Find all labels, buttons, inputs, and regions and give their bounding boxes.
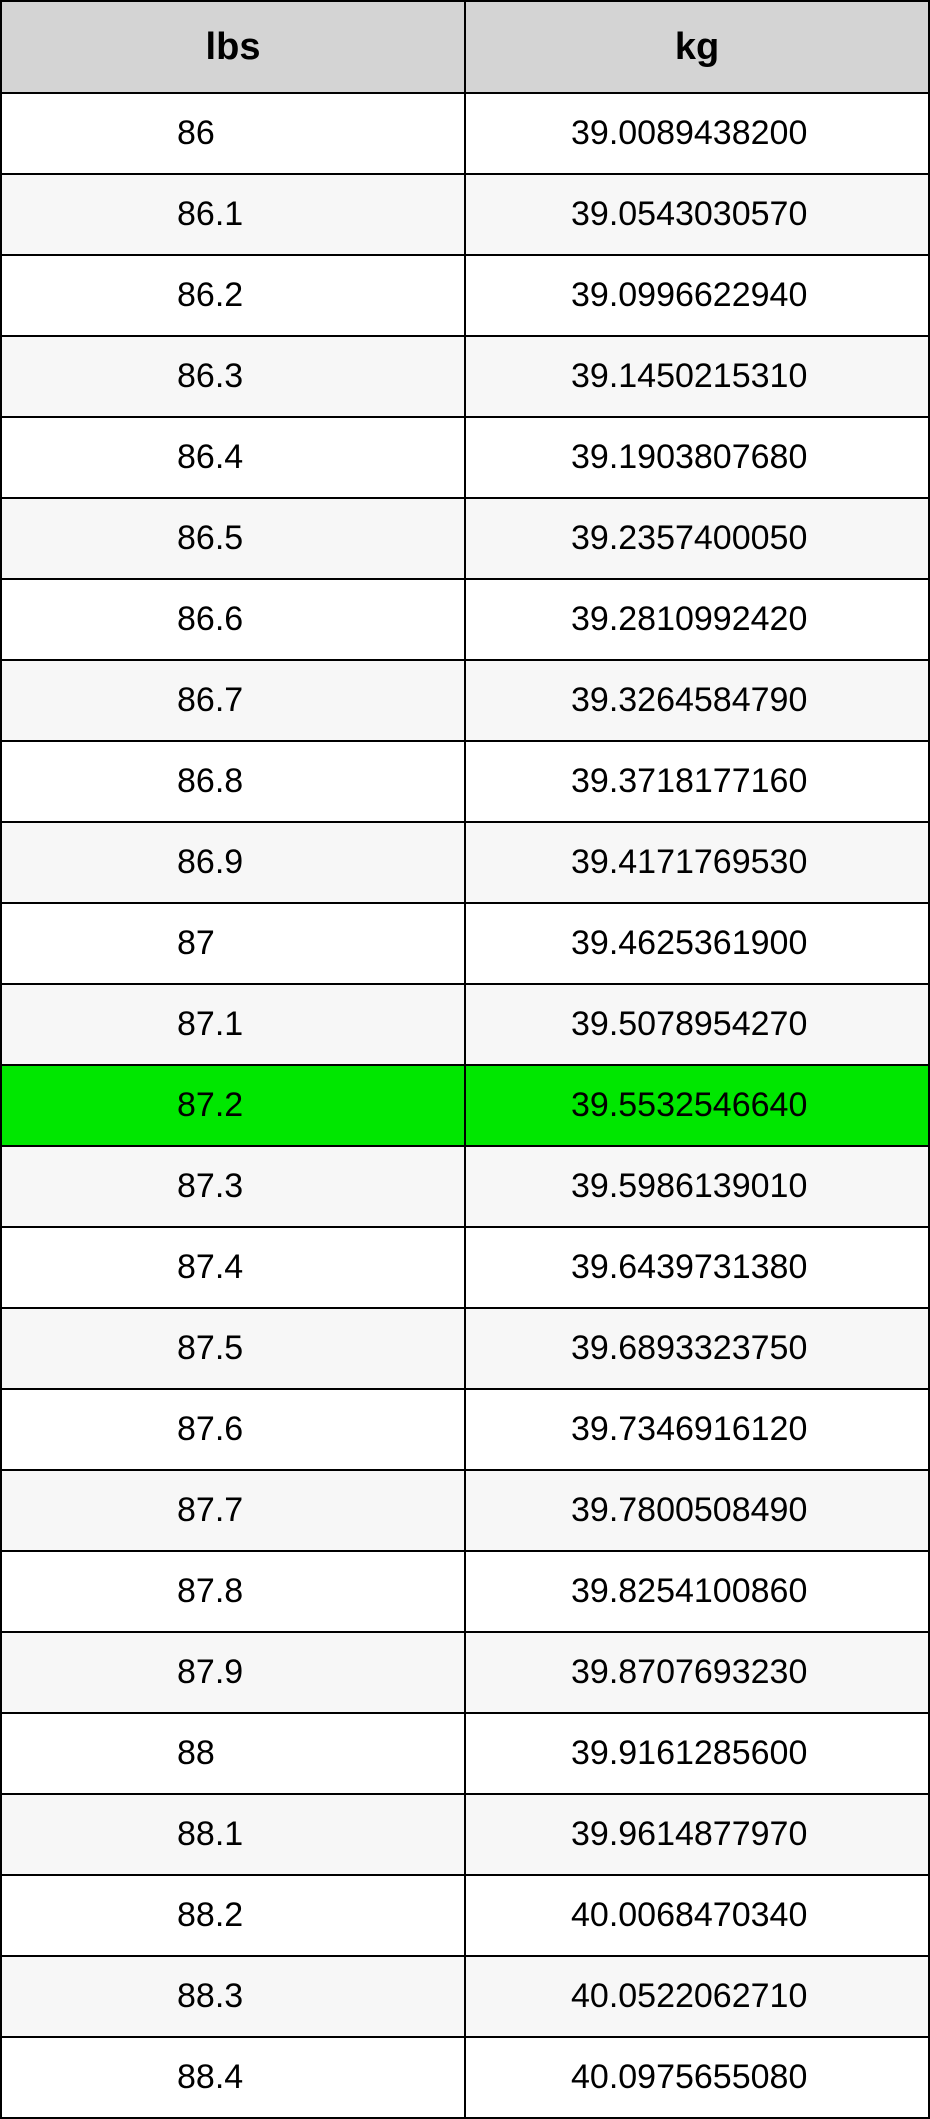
cell-kg: 39.0089438200	[465, 93, 929, 174]
cell-lbs: 88.3	[1, 1956, 465, 2037]
cell-lbs: 86	[1, 93, 465, 174]
conversion-table: lbs kg 8639.008943820086.139.05430305708…	[0, 0, 930, 2119]
table-row: 8739.4625361900	[1, 903, 929, 984]
cell-lbs: 87.8	[1, 1551, 465, 1632]
cell-kg: 39.5078954270	[465, 984, 929, 1065]
cell-lbs: 87.1	[1, 984, 465, 1065]
cell-lbs: 86.8	[1, 741, 465, 822]
cell-lbs: 86.9	[1, 822, 465, 903]
cell-kg: 39.6893323750	[465, 1308, 929, 1389]
cell-lbs: 87.3	[1, 1146, 465, 1227]
cell-lbs: 86.2	[1, 255, 465, 336]
table-row: 87.839.8254100860	[1, 1551, 929, 1632]
table-row: 86.139.0543030570	[1, 174, 929, 255]
table-row: 87.439.6439731380	[1, 1227, 929, 1308]
cell-kg: 39.6439731380	[465, 1227, 929, 1308]
cell-lbs: 87.6	[1, 1389, 465, 1470]
table-row: 88.440.0975655080	[1, 2037, 929, 2118]
table-row: 88.139.9614877970	[1, 1794, 929, 1875]
cell-kg: 39.8254100860	[465, 1551, 929, 1632]
cell-kg: 40.0068470340	[465, 1875, 929, 1956]
cell-kg: 39.7800508490	[465, 1470, 929, 1551]
cell-kg: 39.4171769530	[465, 822, 929, 903]
cell-kg: 40.0975655080	[465, 2037, 929, 2118]
table-row: 87.239.5532546640	[1, 1065, 929, 1146]
cell-lbs: 88.2	[1, 1875, 465, 1956]
cell-kg: 39.2357400050	[465, 498, 929, 579]
cell-kg: 39.1450215310	[465, 336, 929, 417]
cell-kg: 39.3264584790	[465, 660, 929, 741]
table-header-row: lbs kg	[1, 1, 929, 93]
table-row: 86.739.3264584790	[1, 660, 929, 741]
cell-lbs: 87.9	[1, 1632, 465, 1713]
cell-lbs: 87.7	[1, 1470, 465, 1551]
cell-lbs: 88.4	[1, 2037, 465, 2118]
cell-kg: 39.0543030570	[465, 174, 929, 255]
table-row: 87.739.7800508490	[1, 1470, 929, 1551]
table-row: 8639.0089438200	[1, 93, 929, 174]
table-row: 86.939.4171769530	[1, 822, 929, 903]
table-row: 86.639.2810992420	[1, 579, 929, 660]
cell-kg: 39.8707693230	[465, 1632, 929, 1713]
cell-lbs: 86.1	[1, 174, 465, 255]
cell-kg: 39.5532546640	[465, 1065, 929, 1146]
cell-lbs: 86.7	[1, 660, 465, 741]
table-row: 87.939.8707693230	[1, 1632, 929, 1713]
cell-kg: 39.4625361900	[465, 903, 929, 984]
column-header-lbs-label: lbs	[206, 26, 261, 68]
table-row: 88.340.0522062710	[1, 1956, 929, 2037]
column-header-kg: kg	[465, 1, 929, 93]
cell-kg: 39.7346916120	[465, 1389, 929, 1470]
cell-lbs: 87.2	[1, 1065, 465, 1146]
cell-kg: 39.1903807680	[465, 417, 929, 498]
cell-kg: 40.0522062710	[465, 1956, 929, 2037]
cell-lbs: 86.6	[1, 579, 465, 660]
table-row: 87.339.5986139010	[1, 1146, 929, 1227]
table-row: 8839.9161285600	[1, 1713, 929, 1794]
cell-kg: 39.5986139010	[465, 1146, 929, 1227]
table-row: 86.339.1450215310	[1, 336, 929, 417]
cell-kg: 39.2810992420	[465, 579, 929, 660]
table-row: 87.539.6893323750	[1, 1308, 929, 1389]
cell-lbs: 86.4	[1, 417, 465, 498]
column-header-lbs: lbs	[1, 1, 465, 93]
table-row: 86.539.2357400050	[1, 498, 929, 579]
cell-kg: 39.9161285600	[465, 1713, 929, 1794]
cell-lbs: 87.5	[1, 1308, 465, 1389]
cell-lbs: 88.1	[1, 1794, 465, 1875]
table-row: 86.439.1903807680	[1, 417, 929, 498]
cell-lbs: 86.3	[1, 336, 465, 417]
cell-lbs: 88	[1, 1713, 465, 1794]
cell-lbs: 86.5	[1, 498, 465, 579]
cell-lbs: 87.4	[1, 1227, 465, 1308]
cell-kg: 39.0996622940	[465, 255, 929, 336]
cell-kg: 39.3718177160	[465, 741, 929, 822]
cell-kg: 39.9614877970	[465, 1794, 929, 1875]
table-row: 88.240.0068470340	[1, 1875, 929, 1956]
column-header-kg-label: kg	[675, 26, 719, 68]
table-row: 86.839.3718177160	[1, 741, 929, 822]
table-row: 87.139.5078954270	[1, 984, 929, 1065]
cell-lbs: 87	[1, 903, 465, 984]
table-body: 8639.008943820086.139.054303057086.239.0…	[1, 93, 929, 2118]
table-row: 86.239.0996622940	[1, 255, 929, 336]
table-row: 87.639.7346916120	[1, 1389, 929, 1470]
